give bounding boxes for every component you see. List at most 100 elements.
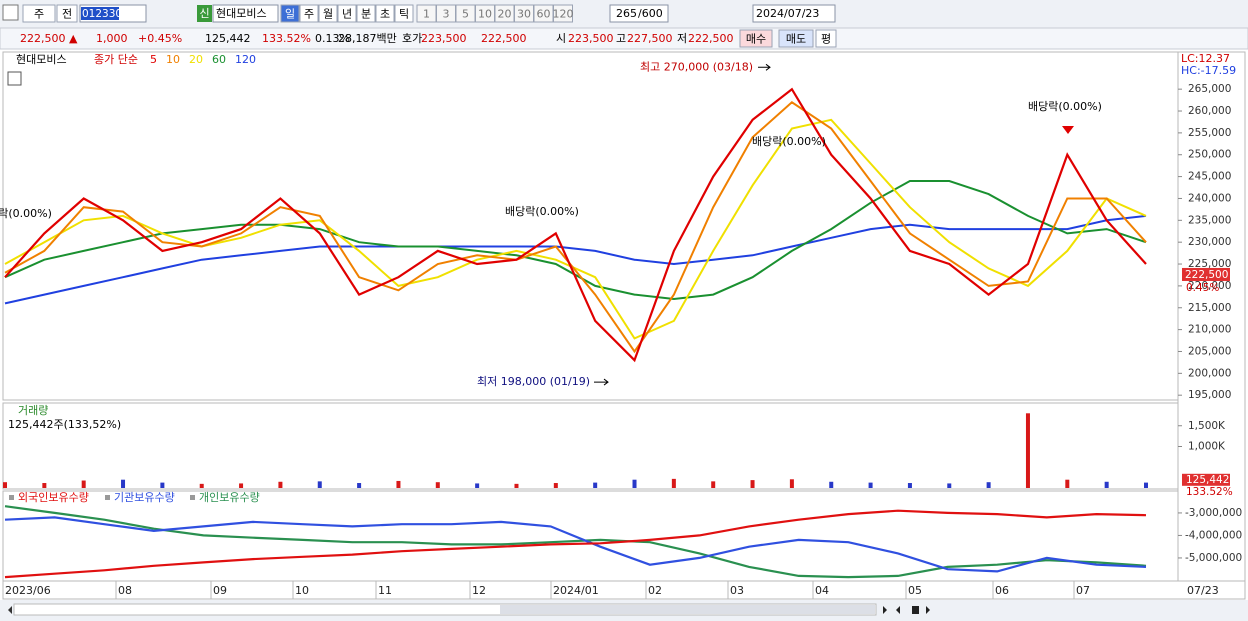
trade-button-box[interactable] bbox=[778, 29, 814, 48]
legend-entry: 기관보유수량 bbox=[114, 491, 175, 504]
volume-bar bbox=[121, 479, 126, 488]
volume-title: 거래량 bbox=[18, 404, 48, 417]
volume-bar bbox=[475, 483, 480, 488]
period-button: 일 bbox=[285, 7, 295, 21]
time-label: 09 bbox=[213, 584, 227, 597]
date-box[interactable] bbox=[752, 4, 836, 23]
volume-panel bbox=[2, 402, 1179, 490]
period-button-box[interactable] bbox=[375, 4, 395, 23]
trade-button-box[interactable] bbox=[815, 29, 837, 48]
interval-button: 5 bbox=[462, 8, 469, 21]
volume-bar bbox=[199, 483, 204, 488]
y-tick-label: 1,500K bbox=[1188, 420, 1226, 432]
y-tick-label: 250,000 bbox=[1188, 149, 1231, 161]
y-tick-label: 225,000 bbox=[1188, 258, 1231, 270]
quote-low: 222,500 bbox=[688, 32, 734, 45]
period-type-box[interactable] bbox=[22, 4, 56, 23]
count-box bbox=[609, 4, 669, 23]
prev-button: 전 bbox=[62, 8, 72, 21]
moving-average-line bbox=[4, 214, 1147, 305]
volume-bar bbox=[278, 481, 283, 488]
period-button-box[interactable] bbox=[394, 4, 414, 23]
y-tick-label: -5,000,000 bbox=[1185, 552, 1242, 564]
scroll-left[interactable] bbox=[8, 606, 12, 614]
legend-swatch bbox=[190, 495, 195, 500]
volume-bar bbox=[435, 482, 440, 488]
dividend-arrow bbox=[1062, 126, 1074, 134]
legend-swatch bbox=[105, 495, 110, 500]
period-button-box[interactable] bbox=[318, 4, 338, 23]
y-tick-label: 215,000 bbox=[1188, 302, 1231, 314]
volume-bar bbox=[160, 482, 165, 488]
dividend-label: 배당락(0.00%) bbox=[505, 205, 579, 218]
volume-bar bbox=[593, 482, 598, 488]
volume-bar bbox=[789, 479, 794, 488]
interval-button: 10 bbox=[478, 8, 492, 21]
period-button: 초 bbox=[380, 8, 390, 21]
moving-average-line bbox=[4, 101, 1147, 354]
volume-bar bbox=[1065, 479, 1070, 488]
volume-bar bbox=[514, 483, 519, 488]
quote-change: 1,000 bbox=[96, 32, 128, 45]
time-label: 02 bbox=[648, 584, 662, 597]
scroll-thumb[interactable] bbox=[500, 605, 875, 614]
last-volume-ratio: 133.52% bbox=[1186, 486, 1233, 498]
y-tick-label: 205,000 bbox=[1188, 345, 1231, 357]
legend-entry: 외국인보유수량 bbox=[18, 491, 89, 504]
count: 265 bbox=[616, 7, 637, 20]
legend-entry: 5 bbox=[150, 53, 157, 66]
trade-button: 평 bbox=[821, 33, 831, 46]
menu-icon[interactable] bbox=[2, 4, 19, 21]
time-end-label: 07/23 bbox=[1187, 584, 1219, 597]
volume-bar bbox=[711, 481, 716, 488]
holdings-line bbox=[4, 509, 1147, 579]
dividend-label: 배당락(0.00%) bbox=[1028, 100, 1102, 113]
period-button: 주 bbox=[304, 8, 314, 21]
time-label: 03 bbox=[730, 584, 744, 597]
interval-button-box[interactable] bbox=[553, 4, 573, 23]
y-tick-label: 230,000 bbox=[1188, 236, 1231, 248]
low-arrow bbox=[594, 378, 609, 386]
y-tick-label: 260,000 bbox=[1188, 105, 1231, 117]
period-button-box[interactable] bbox=[280, 4, 300, 23]
quote-high: 227,500 bbox=[627, 32, 673, 45]
y-tick-label: 255,000 bbox=[1188, 127, 1231, 139]
period-button-box[interactable] bbox=[299, 4, 319, 23]
quote-turnover: 0.13% bbox=[315, 32, 350, 45]
code-text: 012330 bbox=[82, 8, 122, 20]
time-label: 05 bbox=[908, 584, 922, 597]
scrollbar[interactable] bbox=[13, 603, 877, 616]
volume-bar bbox=[671, 478, 676, 488]
prev-button-box[interactable] bbox=[56, 4, 78, 23]
time-label: 06 bbox=[995, 584, 1009, 597]
volume-bar bbox=[1104, 481, 1109, 488]
quote-amount: 28,187백만 bbox=[338, 32, 397, 45]
interval-button: 30 bbox=[517, 8, 531, 21]
period-button-box[interactable] bbox=[337, 4, 357, 23]
last-volume-label: 125,442 bbox=[1186, 474, 1229, 486]
volume-bar bbox=[868, 482, 873, 488]
volume-bar bbox=[396, 480, 401, 488]
quote-volume: 125,442 bbox=[205, 32, 251, 45]
dividend-label: 배당락(0.00%) bbox=[752, 135, 826, 148]
last-price-label: 222,500 bbox=[1185, 269, 1228, 281]
time-label: 04 bbox=[815, 584, 829, 597]
time-axis bbox=[2, 580, 1246, 600]
y-tick-label: 265,000 bbox=[1188, 83, 1231, 95]
quote-ask-label: 호가 bbox=[402, 32, 422, 45]
time-label: 11 bbox=[378, 584, 392, 597]
scroll-buttons[interactable] bbox=[883, 606, 930, 614]
period-button-box[interactable] bbox=[356, 4, 376, 23]
period-type: 주 bbox=[34, 8, 44, 21]
y-tick-label: -3,000,000 bbox=[1185, 507, 1242, 519]
trade-button-box[interactable] bbox=[739, 29, 773, 48]
lc-label: LC:12.37 bbox=[1181, 52, 1230, 65]
y-tick-label: -4,000,000 bbox=[1185, 529, 1242, 541]
table-icon[interactable] bbox=[7, 71, 22, 86]
trade-button: 매수 bbox=[746, 33, 766, 46]
quote-open-label: 시 bbox=[556, 32, 566, 45]
trade-button: 매도 bbox=[786, 33, 806, 46]
volume-bar bbox=[317, 481, 322, 488]
quote-open: 223,500 bbox=[568, 32, 614, 45]
